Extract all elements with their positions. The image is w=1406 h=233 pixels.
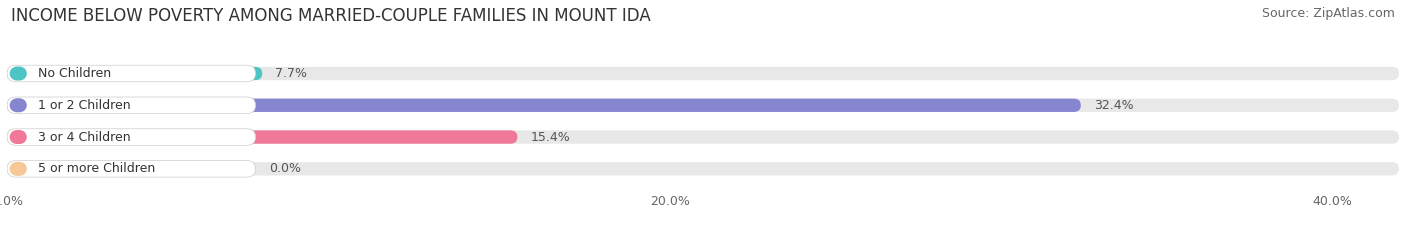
FancyBboxPatch shape [7,161,256,177]
Text: 1 or 2 Children: 1 or 2 Children [38,99,131,112]
Circle shape [10,99,24,112]
FancyBboxPatch shape [7,67,1399,80]
FancyBboxPatch shape [7,162,1399,175]
Circle shape [13,163,27,175]
Circle shape [13,99,27,112]
Circle shape [13,67,27,80]
Circle shape [10,67,24,80]
Circle shape [10,163,24,175]
Text: 5 or more Children: 5 or more Children [38,162,156,175]
FancyBboxPatch shape [7,65,256,82]
FancyBboxPatch shape [7,67,262,80]
Text: 15.4%: 15.4% [530,130,571,144]
FancyBboxPatch shape [7,130,517,144]
Text: 32.4%: 32.4% [1094,99,1133,112]
Text: 0.0%: 0.0% [269,162,301,175]
Text: INCOME BELOW POVERTY AMONG MARRIED-COUPLE FAMILIES IN MOUNT IDA: INCOME BELOW POVERTY AMONG MARRIED-COUPL… [11,7,651,25]
FancyBboxPatch shape [7,97,256,113]
FancyBboxPatch shape [7,130,1399,144]
Circle shape [10,131,24,143]
Text: No Children: No Children [38,67,111,80]
Text: 3 or 4 Children: 3 or 4 Children [38,130,131,144]
Text: 7.7%: 7.7% [276,67,308,80]
Circle shape [13,131,27,143]
FancyBboxPatch shape [7,99,1081,112]
FancyBboxPatch shape [7,129,256,145]
Text: Source: ZipAtlas.com: Source: ZipAtlas.com [1261,7,1395,20]
FancyBboxPatch shape [7,99,1399,112]
